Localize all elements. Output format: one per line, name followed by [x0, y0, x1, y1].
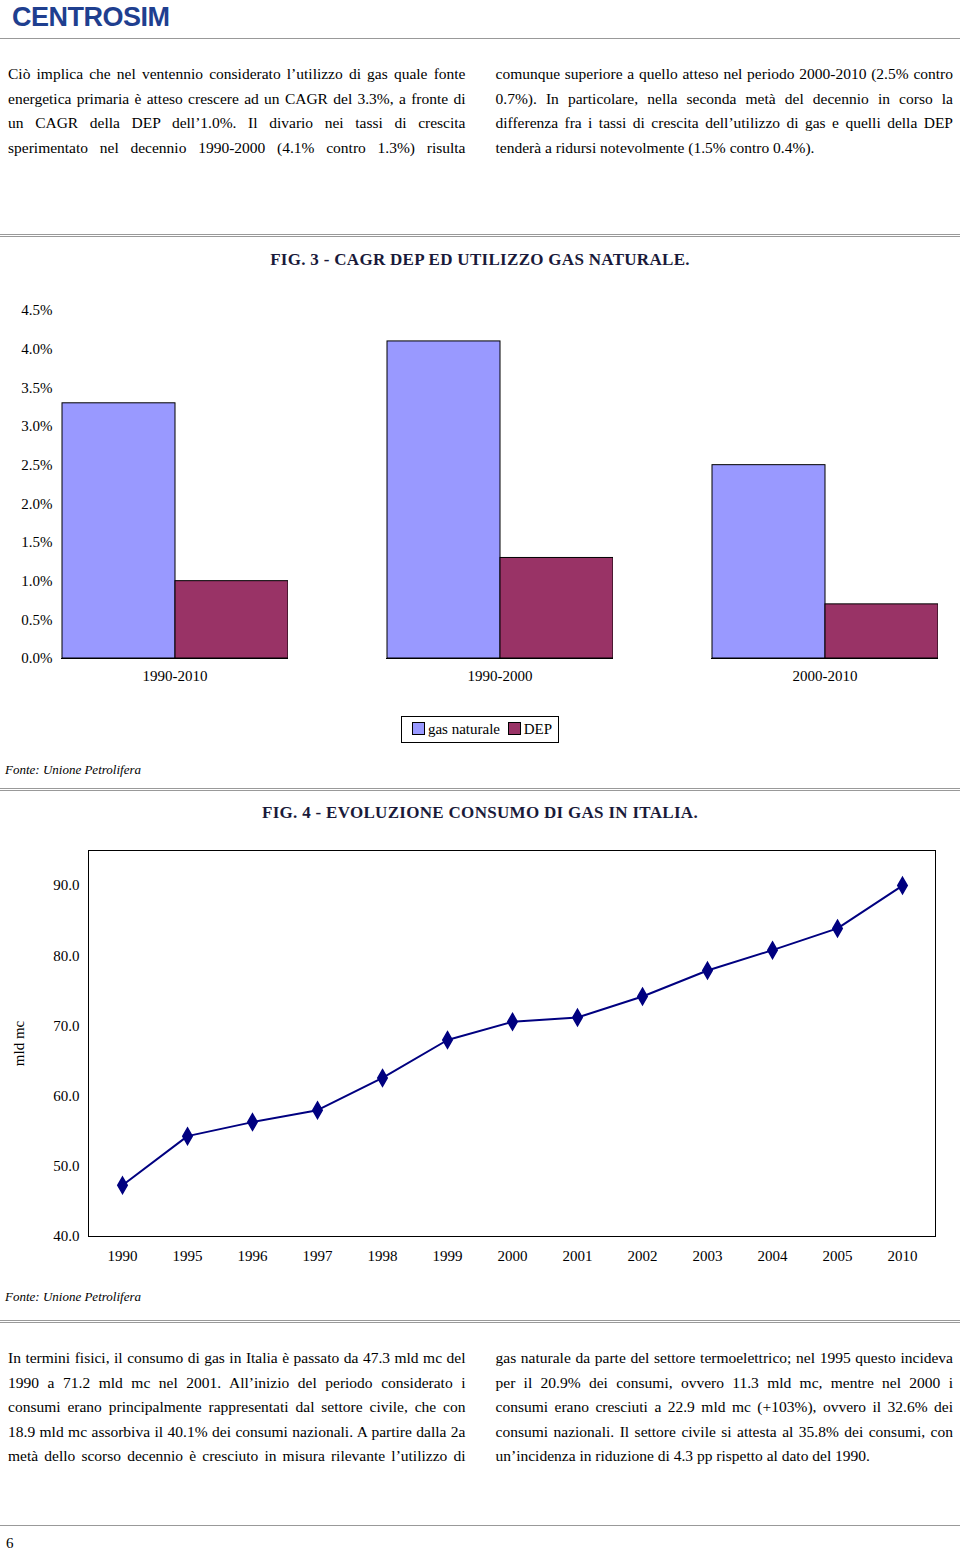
svg-text:60.0: 60.0	[53, 1088, 79, 1104]
svg-text:1996: 1996	[238, 1248, 269, 1264]
svg-text:2001: 2001	[563, 1248, 593, 1264]
svg-text:1999: 1999	[433, 1248, 463, 1264]
svg-text:2000: 2000	[498, 1248, 528, 1264]
svg-text:1990-2010: 1990-2010	[143, 668, 208, 684]
html-text:Fonte: Unione Petrolifera: Fonte: Unione Petrolifera	[5, 762, 141, 777]
svg-text:1997: 1997	[303, 1248, 334, 1264]
svg-text:1995: 1995	[173, 1248, 203, 1264]
svg-text:0.5%: 0.5%	[21, 612, 52, 628]
html-text:Ciò implica che nel ventennio: Ciò implica che nel ventennio considerat…	[8, 65, 953, 156]
svg-text:2005: 2005	[823, 1248, 853, 1264]
html-text:FIG. 4 - EVOLUZIONE CONSUMO DI: FIG. 4 - EVOLUZIONE CONSUMO DI GAS IN IT…	[262, 803, 698, 822]
html-text:CENTROSIM: CENTROSIM	[12, 2, 170, 32]
svg-text:40.0: 40.0	[53, 1228, 79, 1244]
html-text:6: 6	[6, 1535, 14, 1551]
svg-text:3.0%: 3.0%	[21, 418, 52, 434]
html-text:gas naturale: gas naturale	[427, 721, 504, 737]
svg-text:2.0%: 2.0%	[21, 496, 52, 512]
svg-text:2010: 2010	[888, 1248, 918, 1264]
svg-text:3.5%: 3.5%	[21, 380, 52, 396]
html-text:In termini fisici, il consumo: In termini fisici, il consumo di gas in …	[8, 1349, 953, 1464]
svg-text:2002: 2002	[628, 1248, 658, 1264]
svg-text:1.0%: 1.0%	[21, 573, 52, 589]
svg-text:50.0: 50.0	[53, 1158, 79, 1174]
html-text:DEP: DEP	[523, 721, 553, 737]
svg-text:1990: 1990	[108, 1248, 138, 1264]
svg-text:2004: 2004	[758, 1248, 789, 1264]
svg-text:0.0%: 0.0%	[21, 650, 52, 666]
svg-text:mld mc: mld mc	[11, 1020, 27, 1066]
svg-text:1990-2000: 1990-2000	[468, 668, 533, 684]
html-text:FIG. 3 - CAGR DEP ED UTILIZZO: FIG. 3 - CAGR DEP ED UTILIZZO GAS NATURA…	[270, 250, 690, 269]
svg-text:4.0%: 4.0%	[21, 341, 52, 357]
svg-text:80.0: 80.0	[53, 948, 79, 964]
svg-text:2000-2010: 2000-2010	[793, 668, 858, 684]
svg-text:90.0: 90.0	[53, 877, 79, 893]
svg-text:2.5%: 2.5%	[21, 457, 52, 473]
svg-text:1998: 1998	[368, 1248, 398, 1264]
svg-text:1.5%: 1.5%	[21, 534, 52, 550]
html-text:Fonte: Unione Petrolifera: Fonte: Unione Petrolifera	[5, 1289, 141, 1304]
svg-text:2003: 2003	[693, 1248, 723, 1264]
svg-text:70.0: 70.0	[53, 1018, 79, 1034]
svg-text:4.5%: 4.5%	[21, 302, 52, 318]
